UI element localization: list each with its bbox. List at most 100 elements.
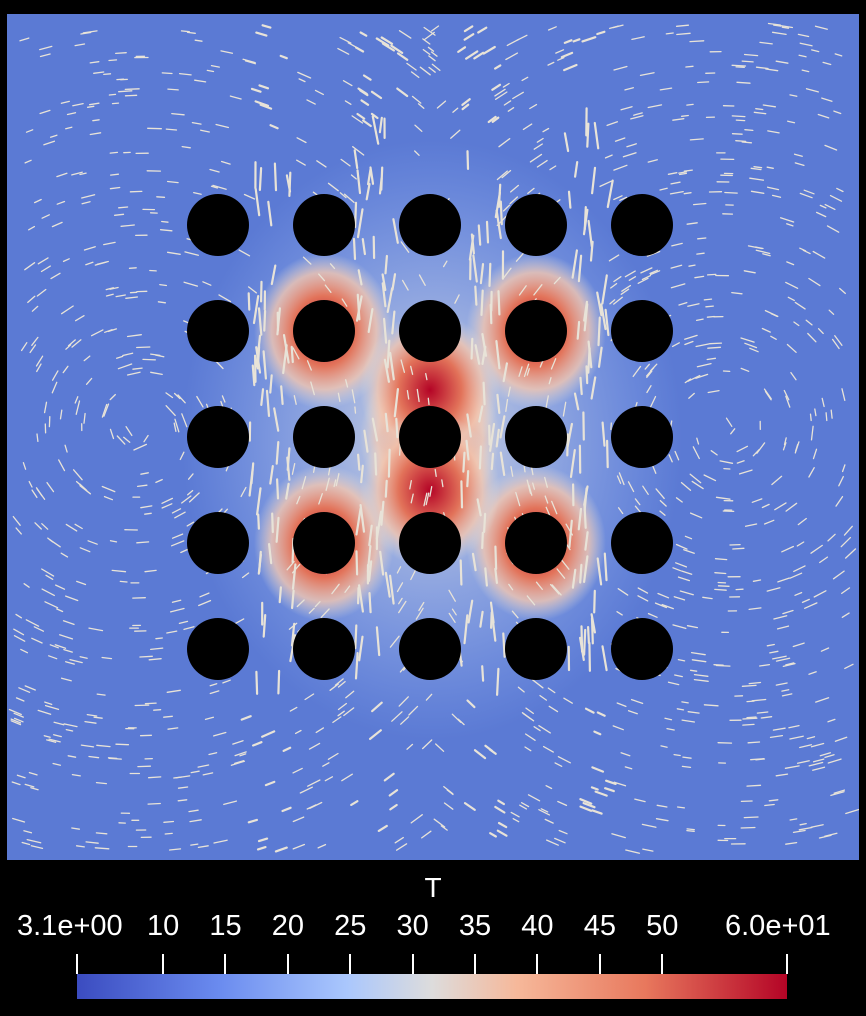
velocity-glyph <box>702 596 713 600</box>
velocity-glyph <box>789 94 798 97</box>
velocity-glyph <box>478 405 484 423</box>
velocity-glyph <box>136 484 148 488</box>
velocity-glyph <box>812 766 826 771</box>
velocity-glyph <box>288 622 298 630</box>
velocity-glyph <box>357 269 363 286</box>
velocity-glyph <box>69 658 83 664</box>
velocity-glyph <box>24 159 32 164</box>
velocity-glyph <box>238 249 251 257</box>
velocity-glyph <box>741 684 757 687</box>
velocity-glyph <box>441 479 444 488</box>
velocity-glyph <box>644 363 650 370</box>
velocity-glyph <box>481 531 484 550</box>
velocity-glyph <box>168 848 182 851</box>
velocity-glyph <box>361 238 366 256</box>
velocity-glyph <box>202 281 212 286</box>
velocity-glyph <box>624 270 636 278</box>
velocity-glyph <box>463 33 475 41</box>
velocity-glyph <box>501 169 512 179</box>
velocity-glyph <box>395 843 408 851</box>
velocity-glyph <box>255 31 268 37</box>
velocity-glyph <box>337 710 345 717</box>
velocity-glyph <box>296 599 305 608</box>
velocity-glyph <box>33 626 45 632</box>
velocity-glyph <box>554 762 563 767</box>
velocity-glyph <box>337 392 341 403</box>
velocity-glyph <box>119 580 128 583</box>
velocity-glyph <box>89 61 100 64</box>
obstacle-circle <box>293 194 355 256</box>
velocity-glyph <box>197 845 209 849</box>
velocity-glyph <box>430 25 440 32</box>
velocity-glyph <box>601 421 606 447</box>
velocity-glyph <box>329 683 339 691</box>
velocity-glyph <box>93 71 105 74</box>
velocity-glyph <box>422 38 431 45</box>
velocity-glyph <box>140 472 149 475</box>
velocity-glyph <box>155 478 163 484</box>
velocity-glyph <box>524 733 536 741</box>
velocity-glyph <box>262 613 267 638</box>
velocity-glyph <box>386 339 391 369</box>
velocity-glyph <box>497 799 505 806</box>
velocity-glyph <box>788 724 800 729</box>
velocity-glyph <box>202 772 214 776</box>
velocity-glyph <box>482 381 486 406</box>
velocity-glyph <box>527 187 535 195</box>
obstacle-circle <box>611 512 673 574</box>
velocity-glyph <box>619 196 628 201</box>
velocity-glyph <box>494 64 502 70</box>
colorbar-tick-label: 40 <box>521 910 554 942</box>
velocity-glyph <box>601 274 608 305</box>
velocity-glyph <box>36 363 42 373</box>
velocity-glyph <box>356 112 366 120</box>
velocity-glyph <box>118 90 133 93</box>
velocity-glyph <box>499 415 506 439</box>
velocity-glyph <box>161 72 173 75</box>
velocity-glyph <box>327 752 339 760</box>
velocity-glyph <box>710 450 718 456</box>
velocity-glyph <box>425 693 433 701</box>
velocity-glyph <box>832 570 845 580</box>
velocity-glyph <box>577 507 583 531</box>
velocity-glyph <box>60 677 72 682</box>
velocity-glyph <box>771 31 787 36</box>
colorbar-tick-mark <box>536 954 539 974</box>
velocity-glyph <box>649 363 658 372</box>
velocity-glyph <box>520 802 530 808</box>
velocity-glyph <box>178 72 192 76</box>
velocity-glyph <box>634 798 646 803</box>
obstacle-circle <box>505 406 567 468</box>
obstacle-circle <box>399 300 461 362</box>
velocity-glyph <box>189 819 202 823</box>
velocity-glyph <box>415 607 424 620</box>
velocity-glyph <box>234 751 247 757</box>
velocity-glyph <box>53 721 65 726</box>
velocity-glyph <box>81 201 91 205</box>
velocity-glyph <box>411 95 422 104</box>
velocity-glyph <box>460 480 464 509</box>
velocity-glyph <box>779 217 795 223</box>
velocity-glyph <box>805 88 819 93</box>
velocity-glyph <box>161 503 173 509</box>
velocity-glyph <box>799 247 807 252</box>
velocity-glyph <box>746 700 755 703</box>
velocity-glyph <box>392 218 399 244</box>
velocity-glyph <box>665 32 674 35</box>
velocity-glyph <box>549 583 560 595</box>
velocity-glyph <box>603 787 615 793</box>
velocity-glyph <box>819 556 829 564</box>
colorbar-tick-label: 30 <box>396 910 429 942</box>
velocity-glyph <box>597 346 603 368</box>
velocity-glyph <box>396 566 402 574</box>
velocity-glyph <box>166 251 181 255</box>
velocity-glyph <box>136 541 150 544</box>
velocity-glyph <box>558 829 568 835</box>
velocity-glyph <box>213 839 228 844</box>
velocity-glyph <box>465 50 479 60</box>
obstacle-circle <box>505 512 567 574</box>
velocity-glyph <box>790 371 797 381</box>
velocity-glyph <box>495 209 502 240</box>
velocity-glyph <box>354 651 359 680</box>
velocity-glyph <box>171 112 185 116</box>
